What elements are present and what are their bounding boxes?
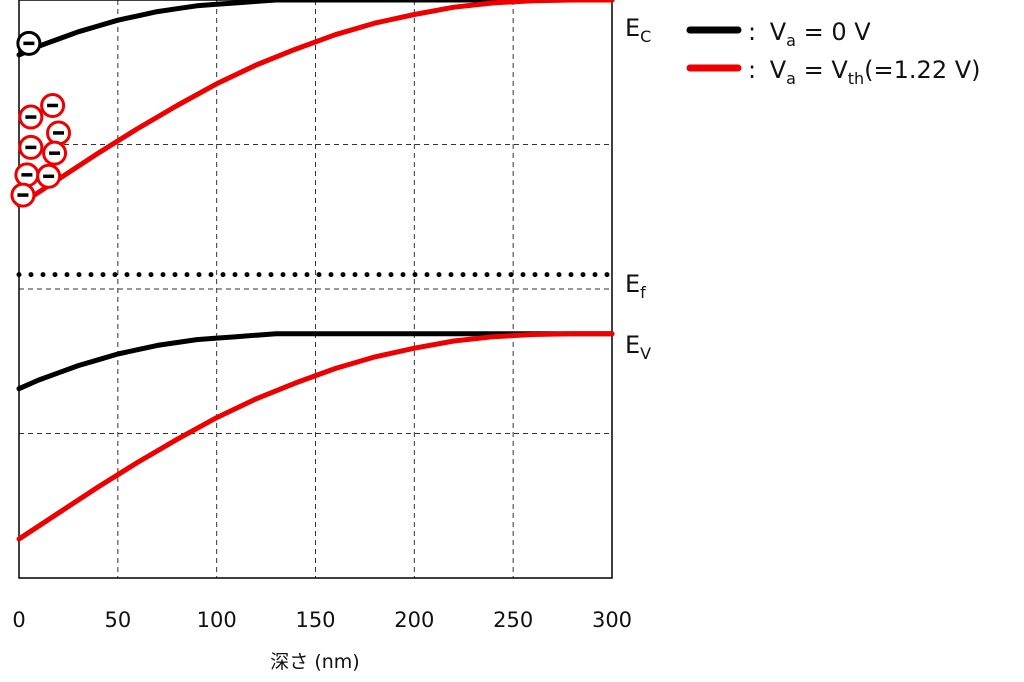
electron-marker [42, 140, 68, 166]
electron-marker [16, 30, 42, 56]
x-tick-label: 200 [394, 608, 434, 632]
series-line-ec0 [16, 0, 615, 58]
x-tick-labels: 0 50 100 150 200 250 300 [12, 608, 632, 632]
electron-marker [14, 162, 40, 188]
band-label-ef: Ef [625, 270, 646, 302]
electron-marker [46, 120, 72, 146]
grid-lines [19, 0, 612, 578]
x-tick-label: 100 [197, 608, 237, 632]
series-line-evth [16, 331, 615, 542]
plot-frame [18, 0, 613, 579]
band-label-ev: EV [625, 331, 651, 363]
legend-label-va-vth: : Va = Vth(=1.22 V) [748, 56, 981, 88]
electron-marker [18, 104, 44, 130]
electron-marker [10, 182, 36, 208]
x-axis-label: 深さ (nm) [270, 651, 359, 673]
series-lines [16, 0, 615, 542]
band-label-ec: EC [625, 14, 651, 46]
electron-markers [10, 30, 72, 208]
legend: : Va = 0 V : Va = Vth(=1.22 V) [686, 18, 981, 88]
x-tick-label: 150 [295, 608, 335, 632]
x-tick-label: 50 [104, 608, 131, 632]
x-tick-label: 250 [493, 608, 533, 632]
x-tick-label: 0 [12, 608, 25, 632]
legend-label-va-0: : Va = 0 V [748, 18, 871, 50]
electron-marker [36, 163, 62, 189]
electron-marker [18, 134, 44, 160]
x-tick-label: 300 [592, 608, 632, 632]
electron-marker [40, 92, 66, 118]
series-line-ecth [16, 0, 615, 208]
